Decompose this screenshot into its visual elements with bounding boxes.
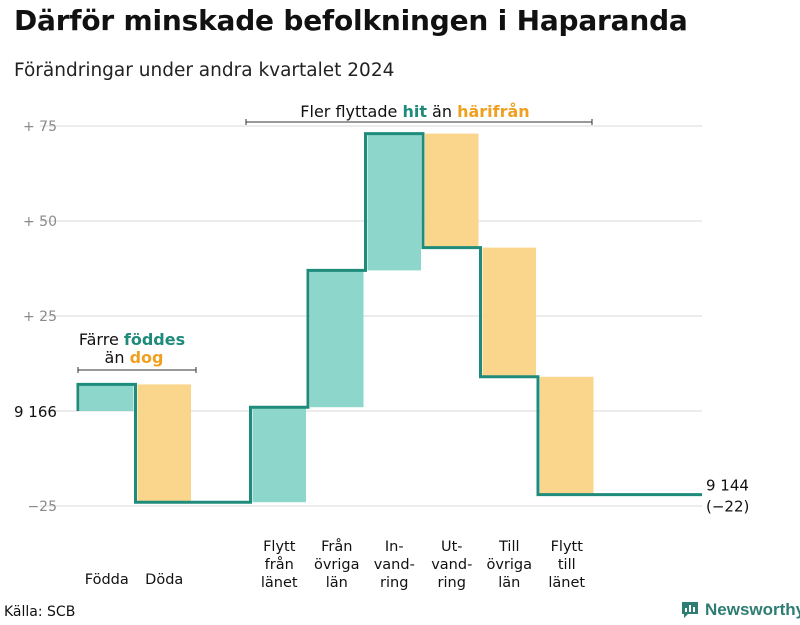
category-label-line: In- <box>385 539 404 555</box>
births-annot-text-a: Färre <box>79 330 124 349</box>
category-label-line: Döda <box>145 572 183 588</box>
category-label: Flytt från länet <box>261 539 298 591</box>
waterfall-bar <box>367 133 421 271</box>
category-label-line: länet <box>261 575 298 591</box>
annotations-layer: Färre föddes än dog Fler flyttade hit än… <box>77 102 593 373</box>
end-change-label: (−22) <box>706 498 749 516</box>
category-label: Döda <box>145 572 183 588</box>
moves-annot-text-a: Fler flyttade <box>300 102 402 121</box>
category-label-line: Flytt <box>551 539 584 555</box>
category-label-line: ring <box>438 575 466 591</box>
category-label-line: län <box>326 575 348 591</box>
y-tick-label: −25 <box>27 499 57 515</box>
bars-layer <box>80 133 594 503</box>
line-layer <box>76 132 702 504</box>
category-label-line: Flytt <box>263 539 296 555</box>
births-annot-text-d: dog <box>130 348 164 367</box>
source-note: Källa: SCB <box>4 604 76 620</box>
category-label: Flytt till länet <box>548 539 585 591</box>
category-label: Ut-vand-ring <box>431 539 472 591</box>
waterfall-bar <box>482 247 536 377</box>
end-value-label: 9 144 <box>706 477 749 495</box>
waterfall-bar <box>252 407 306 503</box>
category-label-line: län <box>498 575 520 591</box>
category-label-line: Födda <box>85 572 129 588</box>
moves-annot-text-d: härifrån <box>457 102 530 121</box>
y-tick-label: + 25 <box>23 309 57 325</box>
chart-subtitle: Förändringar under andra kvartalet 2024 <box>14 60 395 81</box>
births-annotation-bracket <box>77 367 197 373</box>
waterfall-bar <box>137 384 191 503</box>
category-label-line: Ut- <box>441 539 463 555</box>
category-label: Födda <box>85 572 129 588</box>
brand-name: Newsworthy <box>705 600 800 619</box>
waterfall-bar <box>540 376 594 495</box>
category-label-line: från <box>265 556 294 573</box>
grid-layer: + 75 + 50 + 25 −25 <box>23 119 702 515</box>
category-label: In-vand-ring <box>374 539 415 591</box>
births-annot-text-c: än <box>105 348 130 367</box>
newsworthy-logo-icon <box>682 602 698 618</box>
births-annotation-line2: än dog <box>105 348 164 367</box>
category-label: Till övriga län <box>486 539 532 591</box>
chart-title: Därför minskade befolkningen i Haparanda <box>14 4 688 37</box>
waterfall-bar <box>425 133 479 248</box>
births-annot-text-b: föddes <box>124 330 185 349</box>
category-label-line: övriga <box>486 557 532 573</box>
category-label-line: övriga <box>314 557 360 573</box>
moves-annot-text-c: än <box>427 102 457 121</box>
waterfall-bar <box>80 384 134 411</box>
start-value-label: 9 166 <box>14 403 57 421</box>
category-label-line: ring <box>380 575 408 591</box>
y-tick-label: + 75 <box>23 119 57 135</box>
waterfall-line <box>76 132 702 504</box>
category-label-line: Från <box>321 538 352 555</box>
category-label-line: vand- <box>431 557 472 573</box>
waterfall-bar <box>310 270 364 408</box>
category-label-line: till <box>558 557 576 573</box>
births-annotation-line1: Färre föddes <box>79 330 185 349</box>
y-tick-label: + 50 <box>23 214 57 230</box>
brand-logo: Newsworthy <box>680 600 800 620</box>
moves-annot-text-b: hit <box>402 102 427 121</box>
moves-annotation: Fler flyttade hit än härifrån <box>300 102 529 121</box>
category-label-line: länet <box>548 575 585 591</box>
category-label-line: Till <box>498 539 520 555</box>
category-label: Från övriga län <box>314 538 360 591</box>
moves-annotation-bracket <box>245 119 593 125</box>
category-label-line: vand- <box>374 557 415 573</box>
